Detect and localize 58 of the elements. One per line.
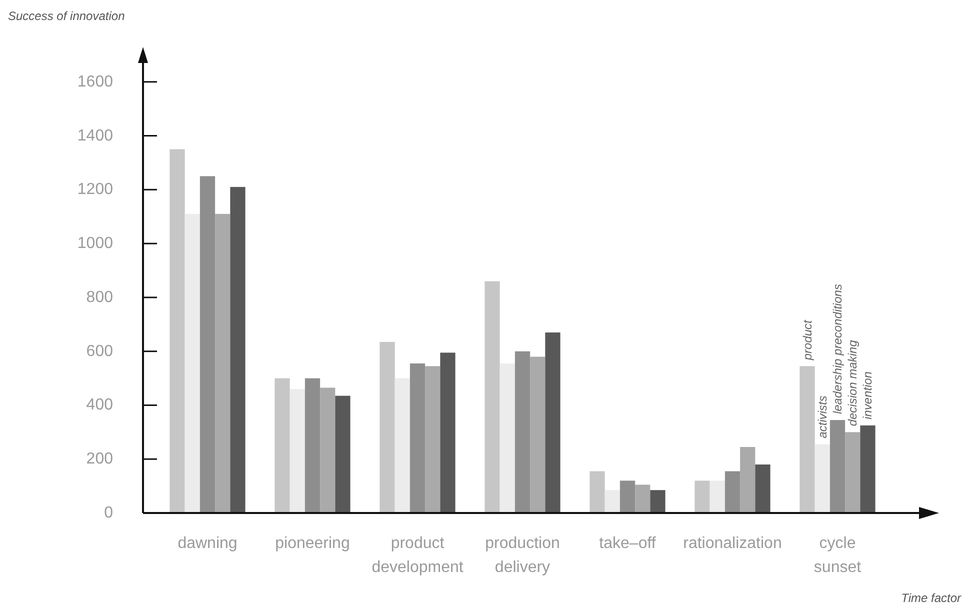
bar [604, 490, 620, 513]
bar [694, 480, 710, 513]
bar [800, 366, 815, 513]
y-tick-label: 1000 [77, 235, 114, 252]
bar [635, 484, 650, 513]
y-tick-label: 1200 [77, 181, 114, 198]
text: activists [815, 396, 830, 438]
x-tick-label: product development [372, 535, 464, 576]
y-tick-label: 400 [86, 396, 114, 414]
bar [230, 186, 246, 513]
x-tick-label: rationalization [683, 535, 782, 552]
bar [274, 378, 290, 513]
bar [170, 149, 185, 513]
text: leadership preconditions [830, 284, 844, 414]
text: invention [860, 371, 875, 420]
x-tick-label: production delivery [485, 535, 560, 576]
bar [814, 444, 830, 513]
bar [830, 420, 846, 513]
x-tick-label: take–off [599, 535, 656, 552]
y-tick-label: 800 [86, 288, 114, 306]
bar [335, 396, 350, 513]
bar [484, 281, 500, 513]
x-tick-label: pioneering [275, 535, 350, 552]
bar [200, 176, 216, 513]
bar [500, 363, 515, 513]
bar [425, 366, 440, 513]
bar [184, 214, 200, 513]
y-tick-label: 0 [104, 504, 114, 522]
x-axis-title: Time factor [901, 591, 962, 605]
bar [860, 425, 876, 513]
bar [394, 378, 410, 513]
y-axis-title: Success of innovation [8, 9, 126, 23]
bar [410, 363, 426, 513]
bar [514, 351, 530, 513]
y-tick-label: 1600 [77, 73, 114, 90]
bar [530, 356, 546, 513]
bar [304, 378, 320, 513]
bar [710, 480, 725, 513]
bar [650, 490, 666, 513]
bar [545, 332, 560, 513]
bar [755, 464, 770, 513]
x-tick-label: dawning [178, 535, 238, 552]
x-tick-label: cycle sunset [814, 535, 862, 576]
bar [215, 214, 230, 513]
bar [740, 446, 756, 513]
text: product [800, 319, 814, 362]
y-tick-label: 1400 [77, 127, 114, 144]
y-tick-label: 600 [86, 342, 114, 360]
bar [290, 389, 305, 513]
bar [590, 471, 605, 513]
text: decision making [846, 340, 860, 426]
bar [380, 342, 395, 513]
bar [320, 388, 336, 513]
y-tick-label: 200 [86, 450, 114, 468]
bar [724, 471, 740, 513]
bar [845, 432, 860, 513]
bar [620, 480, 636, 513]
bar [440, 352, 456, 513]
